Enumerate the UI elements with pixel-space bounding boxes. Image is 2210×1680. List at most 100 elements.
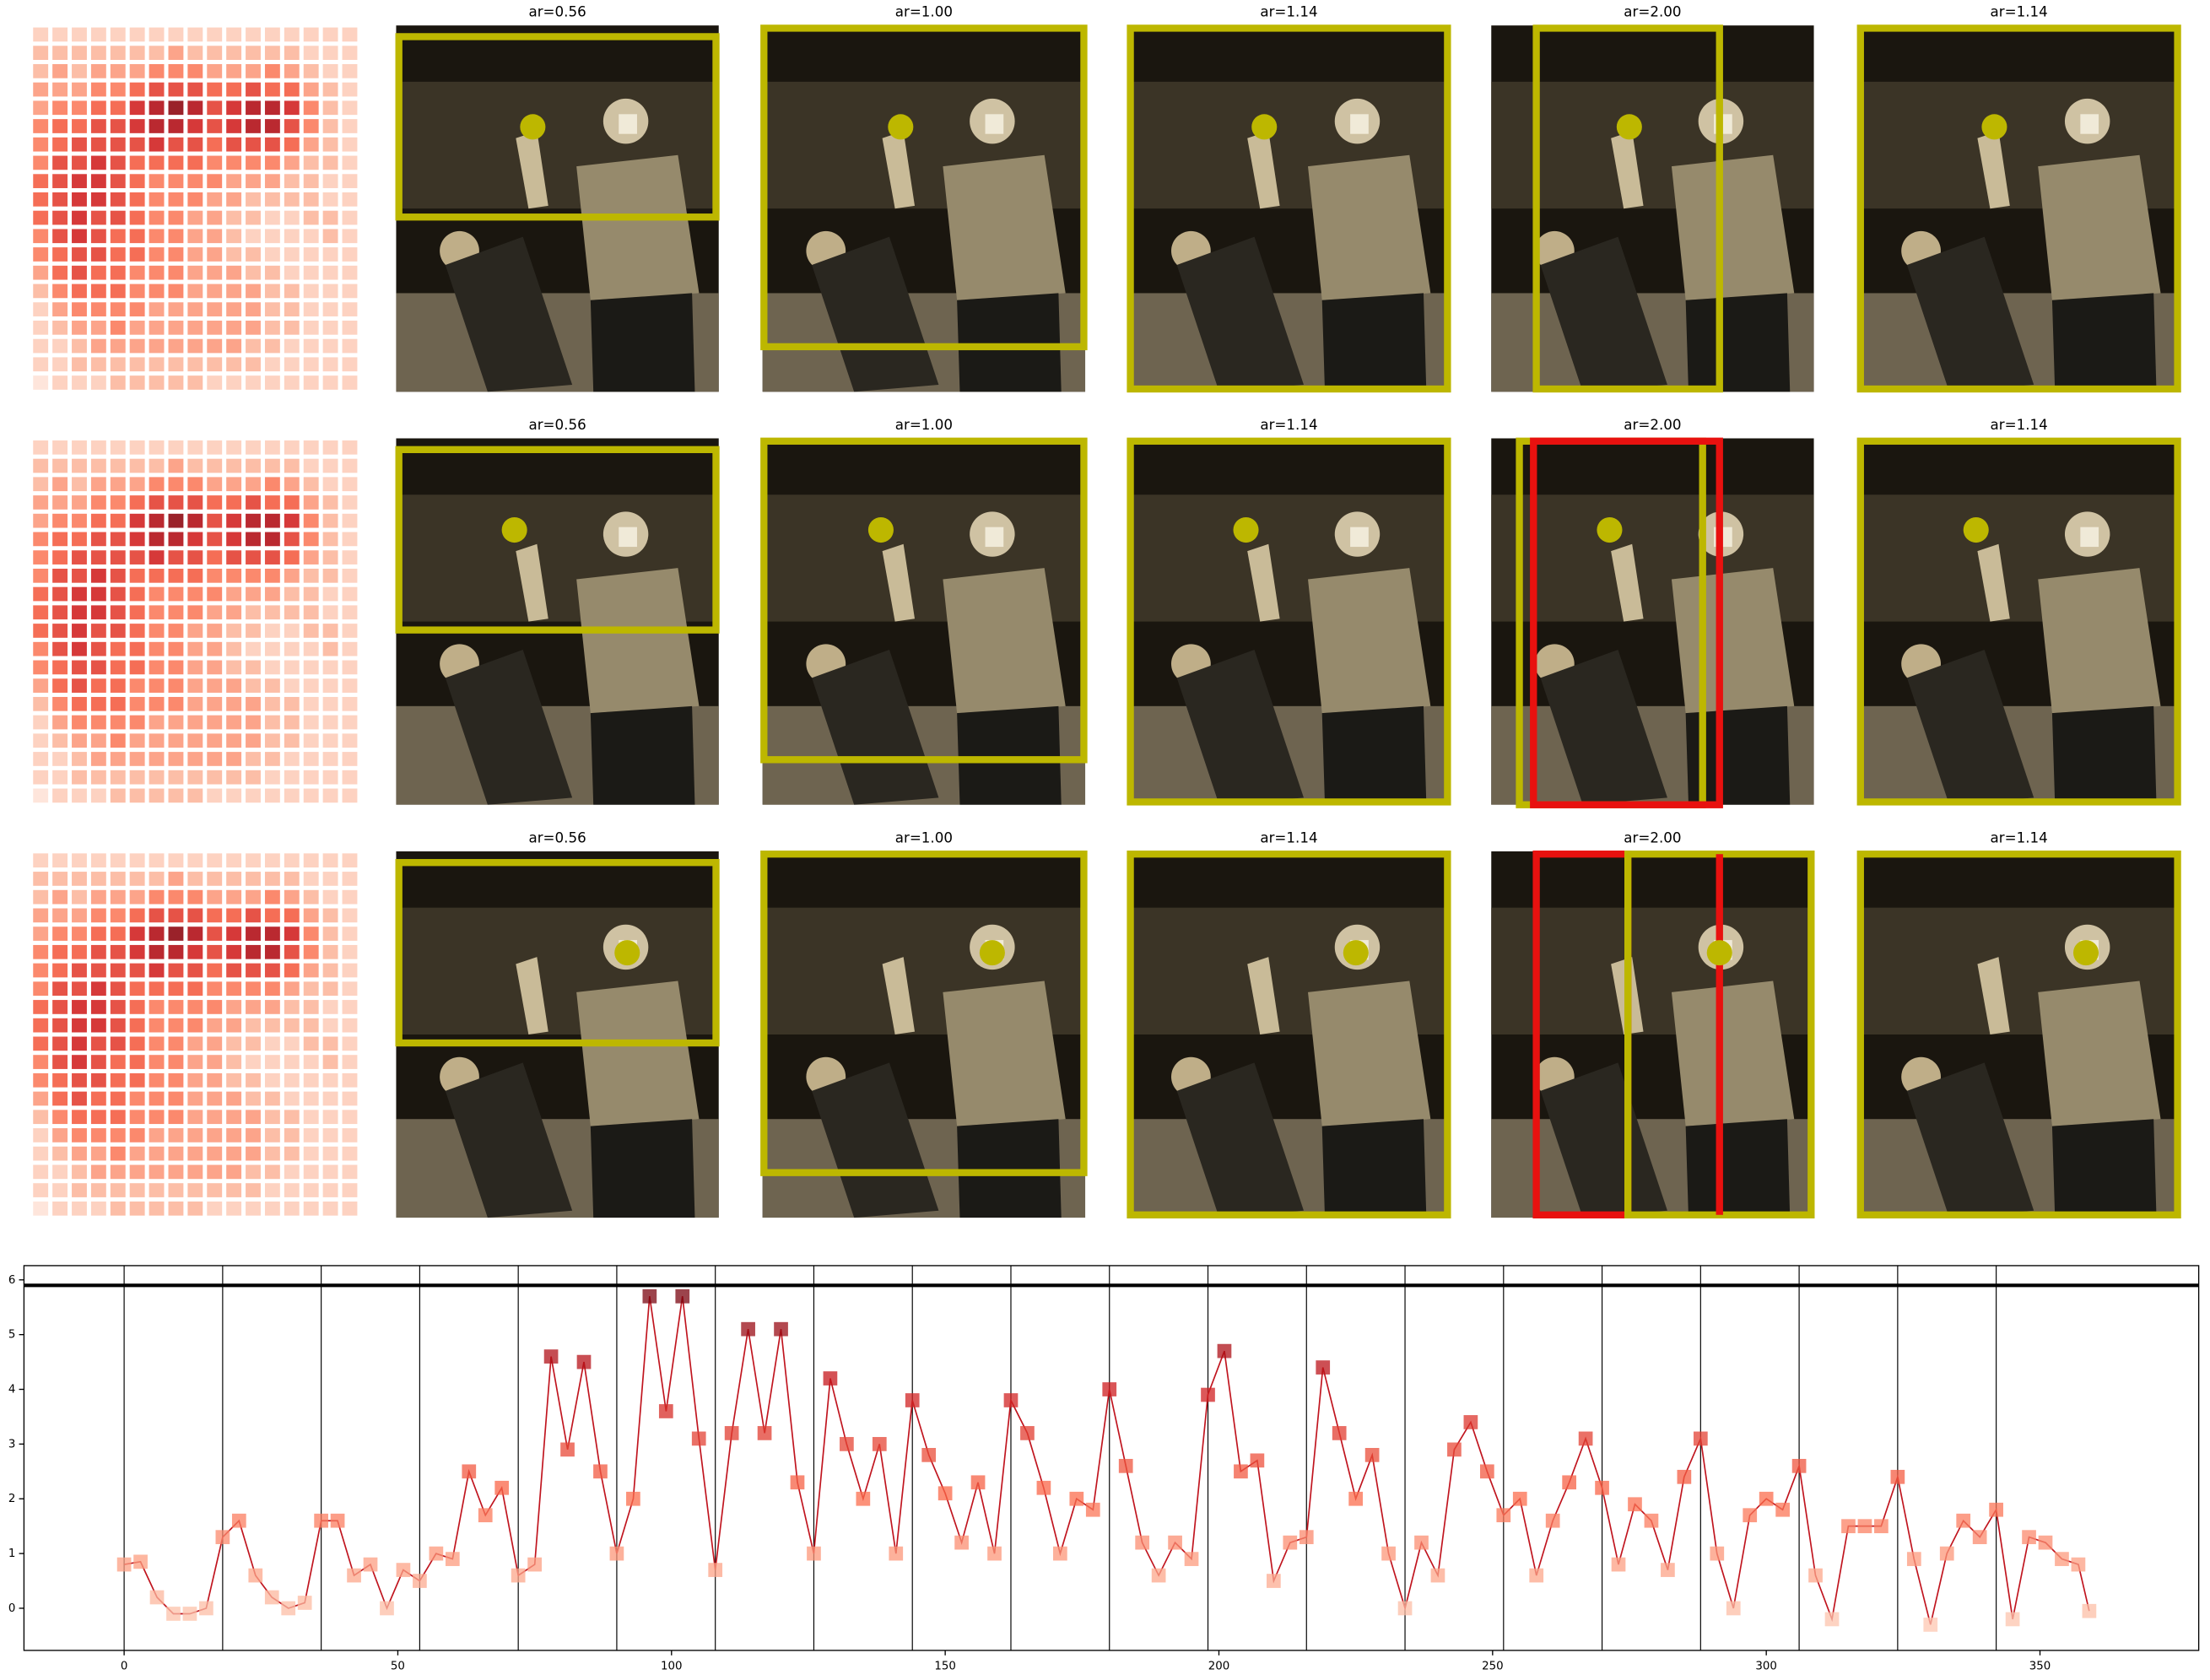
heatmap-cell xyxy=(52,284,68,299)
heatmap-cell xyxy=(149,229,165,244)
heatmap-cell xyxy=(129,210,145,225)
marker-dot xyxy=(501,517,527,543)
box xyxy=(1127,851,1451,1218)
point xyxy=(1414,1535,1429,1550)
point xyxy=(1611,1557,1626,1572)
heatmap-cell xyxy=(322,63,338,78)
heatmap-cell xyxy=(33,1201,49,1216)
heatmap-cell xyxy=(187,1072,203,1088)
heatmap-cell xyxy=(90,155,106,170)
heatmap-cell xyxy=(129,733,145,748)
heatmap-cell xyxy=(303,46,319,60)
heatmap-cell xyxy=(149,963,165,978)
marker-dot xyxy=(1963,517,1989,543)
heatmap-cell xyxy=(226,46,242,60)
heatmap-cell xyxy=(342,733,358,748)
heatmap-cell xyxy=(90,696,106,711)
heatmap-cell xyxy=(72,1183,87,1197)
heatmap-cell xyxy=(168,155,184,170)
heatmap-cell xyxy=(90,174,106,188)
heatmap-cell xyxy=(129,495,145,510)
heatmap-cell xyxy=(264,963,280,978)
photo xyxy=(1857,851,2180,1218)
heatmap-cell xyxy=(284,1146,300,1161)
point xyxy=(1906,1552,1921,1566)
point xyxy=(543,1349,559,1364)
heatmap-cell xyxy=(90,82,106,97)
heatmap-cell xyxy=(342,440,358,455)
heatmap-cell xyxy=(322,495,338,510)
heatmap-cell xyxy=(90,872,106,886)
heatmap-cell xyxy=(342,853,358,868)
heatmap-cell xyxy=(303,733,319,748)
heatmap-cell xyxy=(303,192,319,207)
heatmap-cell xyxy=(207,853,223,868)
heatmap-cell xyxy=(322,715,338,730)
heatmap-cell xyxy=(342,137,358,152)
marker-dot xyxy=(1616,114,1642,140)
heatmap-cell xyxy=(187,908,203,923)
heatmap-cell xyxy=(52,513,68,528)
heatmap-cell xyxy=(342,1072,358,1088)
heatmap-cell xyxy=(322,440,338,455)
heatmap-cell xyxy=(129,247,145,262)
heatmap-cell xyxy=(303,1128,319,1143)
heatmap-cell xyxy=(322,477,338,492)
heatmap-cell xyxy=(246,1000,261,1014)
point xyxy=(1003,1393,1019,1407)
box xyxy=(1856,437,2181,806)
heatmap-cell xyxy=(284,495,300,510)
heatmap-cell xyxy=(264,660,280,675)
heatmap-cell xyxy=(284,624,300,638)
heatmap-cell xyxy=(90,624,106,638)
heatmap-cell xyxy=(149,1018,165,1033)
heatmap-cell xyxy=(52,568,68,583)
heatmap-cell xyxy=(322,338,338,354)
box xyxy=(760,437,1088,764)
heatmap-cell xyxy=(303,1055,319,1069)
heatmap-cell xyxy=(168,733,184,748)
marker-dot xyxy=(979,940,1005,966)
heatmap-cell xyxy=(303,513,319,528)
point xyxy=(1808,1568,1823,1583)
heatmap-cell xyxy=(303,1110,319,1125)
point xyxy=(724,1426,739,1440)
heatmap-cell xyxy=(303,926,319,941)
heatmap-cell xyxy=(342,284,358,299)
photo xyxy=(762,438,1086,805)
heatmap-cell xyxy=(264,733,280,748)
heatmap-cell xyxy=(284,641,300,656)
heatmap-cell xyxy=(226,247,242,262)
heatmap-cell xyxy=(342,586,358,602)
heatmap-cell xyxy=(90,1036,106,1051)
heatmap-cell xyxy=(264,265,280,280)
heatmap-cell xyxy=(149,82,165,97)
heatmap-cell xyxy=(246,908,261,923)
heatmap-cell xyxy=(149,440,165,455)
heatmap-cell xyxy=(90,1146,106,1161)
heatmap-cell xyxy=(52,375,68,390)
point xyxy=(1447,1442,1462,1457)
point xyxy=(889,1546,904,1561)
heatmap-cell xyxy=(72,1036,87,1051)
heatmap-cell xyxy=(246,440,261,455)
heatmap-cell xyxy=(149,872,165,886)
heatmap-cell xyxy=(72,63,87,78)
heatmap-cell xyxy=(246,302,261,316)
heatmap-cell xyxy=(168,1146,184,1161)
point xyxy=(1956,1513,1971,1528)
marker-dot xyxy=(614,940,640,966)
heatmap-cell xyxy=(110,100,126,116)
heatmap-cell xyxy=(52,338,68,354)
heatmap-cell xyxy=(322,872,338,886)
heatmap-cell xyxy=(33,568,49,583)
heatmap-cell xyxy=(246,1055,261,1069)
point xyxy=(1168,1535,1182,1550)
heatmap-cell xyxy=(303,696,319,711)
heatmap-cell xyxy=(246,1128,261,1143)
point xyxy=(1267,1574,1281,1588)
heatmap-cell xyxy=(264,586,280,602)
heatmap-cell xyxy=(168,192,184,207)
heatmap-cell xyxy=(33,660,49,675)
heatmap-cell xyxy=(322,752,338,766)
